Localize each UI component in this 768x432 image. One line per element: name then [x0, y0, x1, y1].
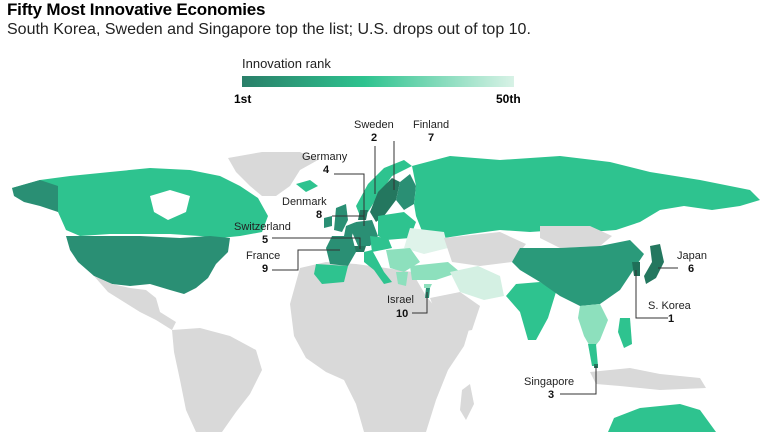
spain-portugal — [314, 264, 348, 284]
south-america — [172, 328, 262, 432]
turkey — [410, 262, 460, 280]
chart-subtitle: South Korea, Sweden and Singapore top th… — [7, 21, 531, 38]
sweden — [370, 178, 400, 222]
leader-singapore — [560, 366, 597, 395]
leader-israel — [412, 292, 428, 314]
norway — [356, 160, 412, 216]
callout-rank-germany: 4 — [323, 164, 330, 176]
malaysia — [588, 344, 598, 366]
south-korea — [632, 262, 640, 276]
china — [512, 240, 644, 306]
callout-rank-skorea: 1 — [668, 313, 674, 325]
leader-switzerland — [272, 237, 361, 249]
mongolia — [540, 226, 612, 248]
callout-rank-france: 9 — [262, 263, 268, 275]
italy — [364, 250, 392, 284]
callout-label-sweden: Sweden — [354, 119, 394, 131]
legend-title: Innovation rank — [242, 56, 331, 71]
indonesia — [590, 368, 706, 390]
legend-min-label: 1st — [234, 92, 252, 106]
iceland — [296, 180, 318, 192]
greenland — [228, 152, 318, 196]
iran — [450, 266, 504, 300]
netherlands-belgium — [344, 222, 356, 236]
callout-rank-finland: 7 — [428, 132, 434, 144]
callout-rank-sweden: 2 — [371, 132, 377, 144]
austria-czech — [370, 236, 392, 252]
central-asia — [444, 232, 526, 266]
india — [506, 282, 556, 340]
alaska — [12, 180, 58, 212]
leader-france — [272, 249, 340, 271]
uk — [334, 204, 348, 232]
legend-gradient-bar — [242, 76, 514, 87]
callout-label-denmark: Denmark — [282, 196, 327, 208]
arabian-peninsula — [430, 292, 480, 334]
philippines — [618, 318, 632, 348]
indochina — [578, 304, 608, 350]
callout-rank-israel: 10 — [396, 308, 408, 320]
france — [326, 236, 356, 266]
callout-rank-japan: 6 — [688, 263, 694, 275]
denmark — [358, 210, 368, 220]
callout-label-singapore: Singapore — [524, 376, 574, 388]
poland-baltics — [378, 212, 416, 240]
russia — [412, 156, 760, 238]
canada — [12, 168, 268, 238]
madagascar — [460, 384, 474, 420]
callout-rank-singapore: 3 — [548, 389, 554, 401]
cyprus — [424, 284, 432, 288]
legend-max-label: 50th — [496, 92, 521, 106]
leader-lines — [272, 141, 678, 395]
mexico-central-america — [94, 276, 176, 330]
leader-skorea — [635, 270, 668, 319]
callout-label-france: France — [246, 250, 280, 262]
hudson-bay — [150, 190, 190, 220]
callout-label-switzerland: Switzerland — [234, 221, 291, 233]
australia — [608, 404, 716, 432]
usa — [66, 236, 230, 294]
callout-label-germany: Germany — [302, 151, 348, 163]
callout-label-finland: Finland — [413, 119, 449, 131]
callout-label-japan: Japan — [677, 250, 707, 262]
callout-label-israel: Israel — [387, 294, 414, 306]
callout-rank-switzerland: 5 — [262, 234, 268, 246]
chart-title: Fifty Most Innovative Economies — [7, 0, 266, 19]
ukraine-belarus — [404, 228, 448, 254]
leader-germany — [334, 173, 365, 226]
finland — [396, 174, 416, 210]
greece — [396, 272, 408, 286]
ireland — [324, 216, 332, 228]
callout-label-skorea: S. Korea — [648, 300, 692, 312]
africa — [290, 262, 470, 432]
japan — [644, 244, 664, 284]
callout-rank-denmark: 8 — [316, 209, 322, 221]
